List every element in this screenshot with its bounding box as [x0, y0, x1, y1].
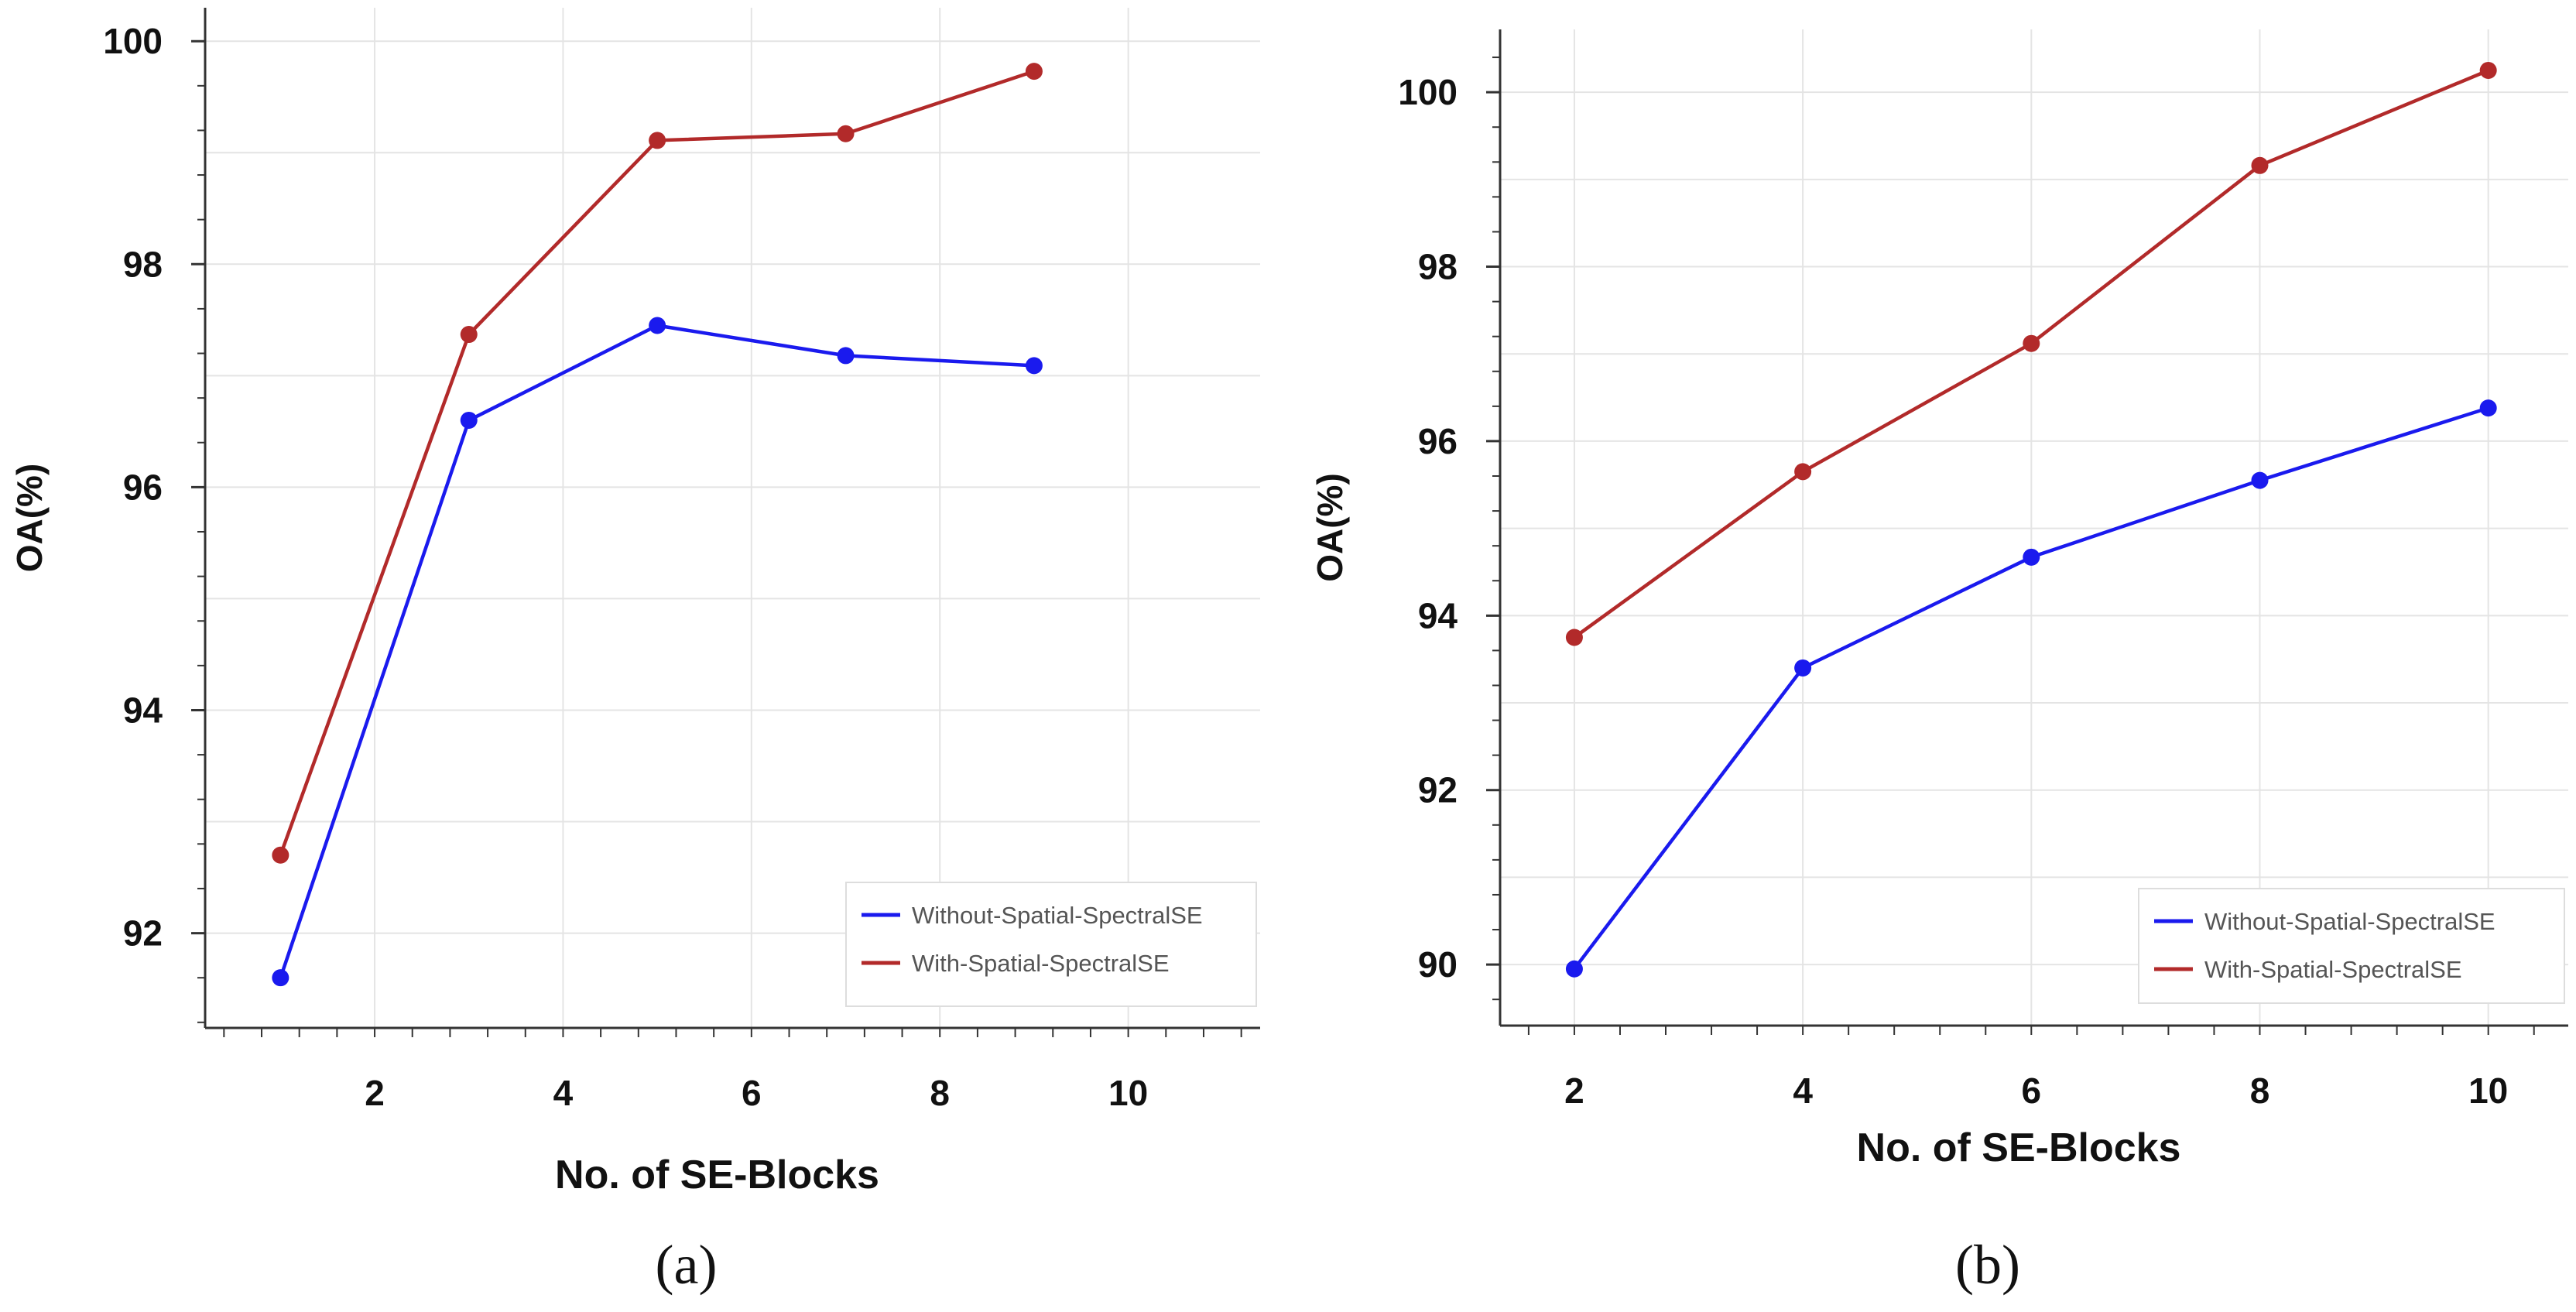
x-axis-title: No. of SE-Blocks: [1857, 1125, 2181, 1170]
y-axis-title: OA(%): [9, 464, 50, 573]
y-tick-label: 92: [123, 913, 163, 954]
x-tick-label: 2: [1564, 1070, 1584, 1111]
x-tick-label: 2: [365, 1073, 385, 1113]
data-point-series-1: [1025, 63, 1043, 81]
y-tick-label: 96: [123, 467, 163, 507]
series-line-0: [279, 324, 1035, 978]
data-point-series-1: [2023, 334, 2040, 352]
x-tick-label: 4: [553, 1073, 574, 1113]
panel-label: (b): [1955, 1234, 2020, 1296]
x-tick-label: 10: [1108, 1073, 1148, 1113]
data-point-series-1: [1565, 629, 1583, 646]
y-tick-label: 96: [1418, 421, 1458, 461]
x-tick-label: 6: [2022, 1070, 2042, 1111]
data-point-series-0: [2023, 548, 2040, 566]
legend-label: Without-Spatial-SpectralSE: [2204, 908, 2496, 935]
y-tick-label: 98: [123, 244, 163, 284]
y-tick-label: 90: [1418, 944, 1458, 985]
data-point-series-1: [2479, 61, 2497, 79]
y-tick-label: 92: [1418, 770, 1458, 810]
chart-panel-b: 90 92 94 96 98 100 2 4 6 8 10 OA(%) No. of SE-Blocks…: [1310, 29, 2568, 1296]
data-point-series-0: [1565, 960, 1583, 978]
legend-label: With-Spatial-SpectralSE: [912, 950, 1170, 977]
data-point-series-0: [272, 969, 289, 987]
x-tick-label: 8: [2250, 1070, 2270, 1111]
data-point-series-0: [460, 411, 478, 429]
data-point-series-0: [2479, 399, 2497, 417]
legend-label: With-Spatial-SpectralSE: [2204, 956, 2462, 983]
y-tick-label: 100: [103, 21, 163, 61]
legend-box: [2138, 888, 2565, 1004]
data-point-series-0: [1025, 357, 1043, 375]
y-tick-label: 94: [123, 690, 163, 730]
legend-label: Without-Spatial-SpectralSE: [912, 902, 1203, 929]
data-point-series-1: [649, 132, 666, 149]
data-point-series-0: [2251, 471, 2269, 489]
y-tick-label: 94: [1418, 595, 1458, 635]
x-axis-title: No. of SE-Blocks: [555, 1153, 879, 1197]
x-tick-label: 4: [1793, 1070, 1813, 1111]
x-tick-label: 8: [930, 1073, 950, 1113]
x-tick-label: 6: [742, 1073, 762, 1113]
data-point-series-1: [837, 125, 855, 142]
data-point-series-1: [1794, 463, 1812, 481]
data-point-series-0: [837, 347, 855, 365]
y-tick-label: 100: [1398, 72, 1458, 112]
y-tick-label: 98: [1418, 247, 1458, 287]
data-point-series-0: [1794, 659, 1812, 677]
x-tick-label: 10: [2468, 1070, 2508, 1111]
panel-label: (a): [656, 1234, 718, 1296]
data-point-series-1: [2251, 156, 2269, 174]
y-axis-title: OA(%): [1310, 473, 1350, 582]
series-line-1: [279, 69, 1035, 856]
data-point-series-1: [460, 326, 478, 344]
data-point-series-1: [272, 846, 289, 864]
legend-box: [845, 882, 1257, 1007]
data-point-series-0: [649, 317, 666, 334]
chart-panel-a: 92 94 96 98 100 2 4 6 8 10 OA(%) No. of SE-Blocks (a…: [9, 8, 1260, 1296]
